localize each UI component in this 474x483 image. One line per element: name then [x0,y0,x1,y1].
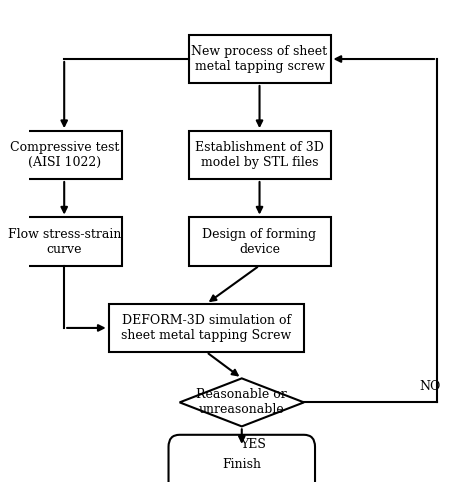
Text: Finish: Finish [222,458,261,471]
FancyBboxPatch shape [189,217,330,266]
Text: YES: YES [240,439,266,452]
FancyBboxPatch shape [169,435,315,483]
Text: New process of sheet
metal tapping screw: New process of sheet metal tapping screw [191,45,328,73]
Text: Compressive test
(AISI 1022): Compressive test (AISI 1022) [9,141,119,169]
Text: NO: NO [419,380,441,393]
Polygon shape [180,378,304,426]
Text: DEFORM-3D simulation of
sheet metal tapping Screw: DEFORM-3D simulation of sheet metal tapp… [121,314,292,342]
Text: Establishment of 3D
model by STL files: Establishment of 3D model by STL files [195,141,324,169]
FancyBboxPatch shape [7,131,122,179]
Text: Design of forming
device: Design of forming device [202,227,317,256]
FancyBboxPatch shape [189,35,330,83]
Text: Reasonable or
unreasonable: Reasonable or unreasonable [196,388,287,416]
FancyBboxPatch shape [7,217,122,266]
FancyBboxPatch shape [109,304,304,352]
Text: Flow stress-strain
curve: Flow stress-strain curve [8,227,121,256]
FancyBboxPatch shape [189,131,330,179]
